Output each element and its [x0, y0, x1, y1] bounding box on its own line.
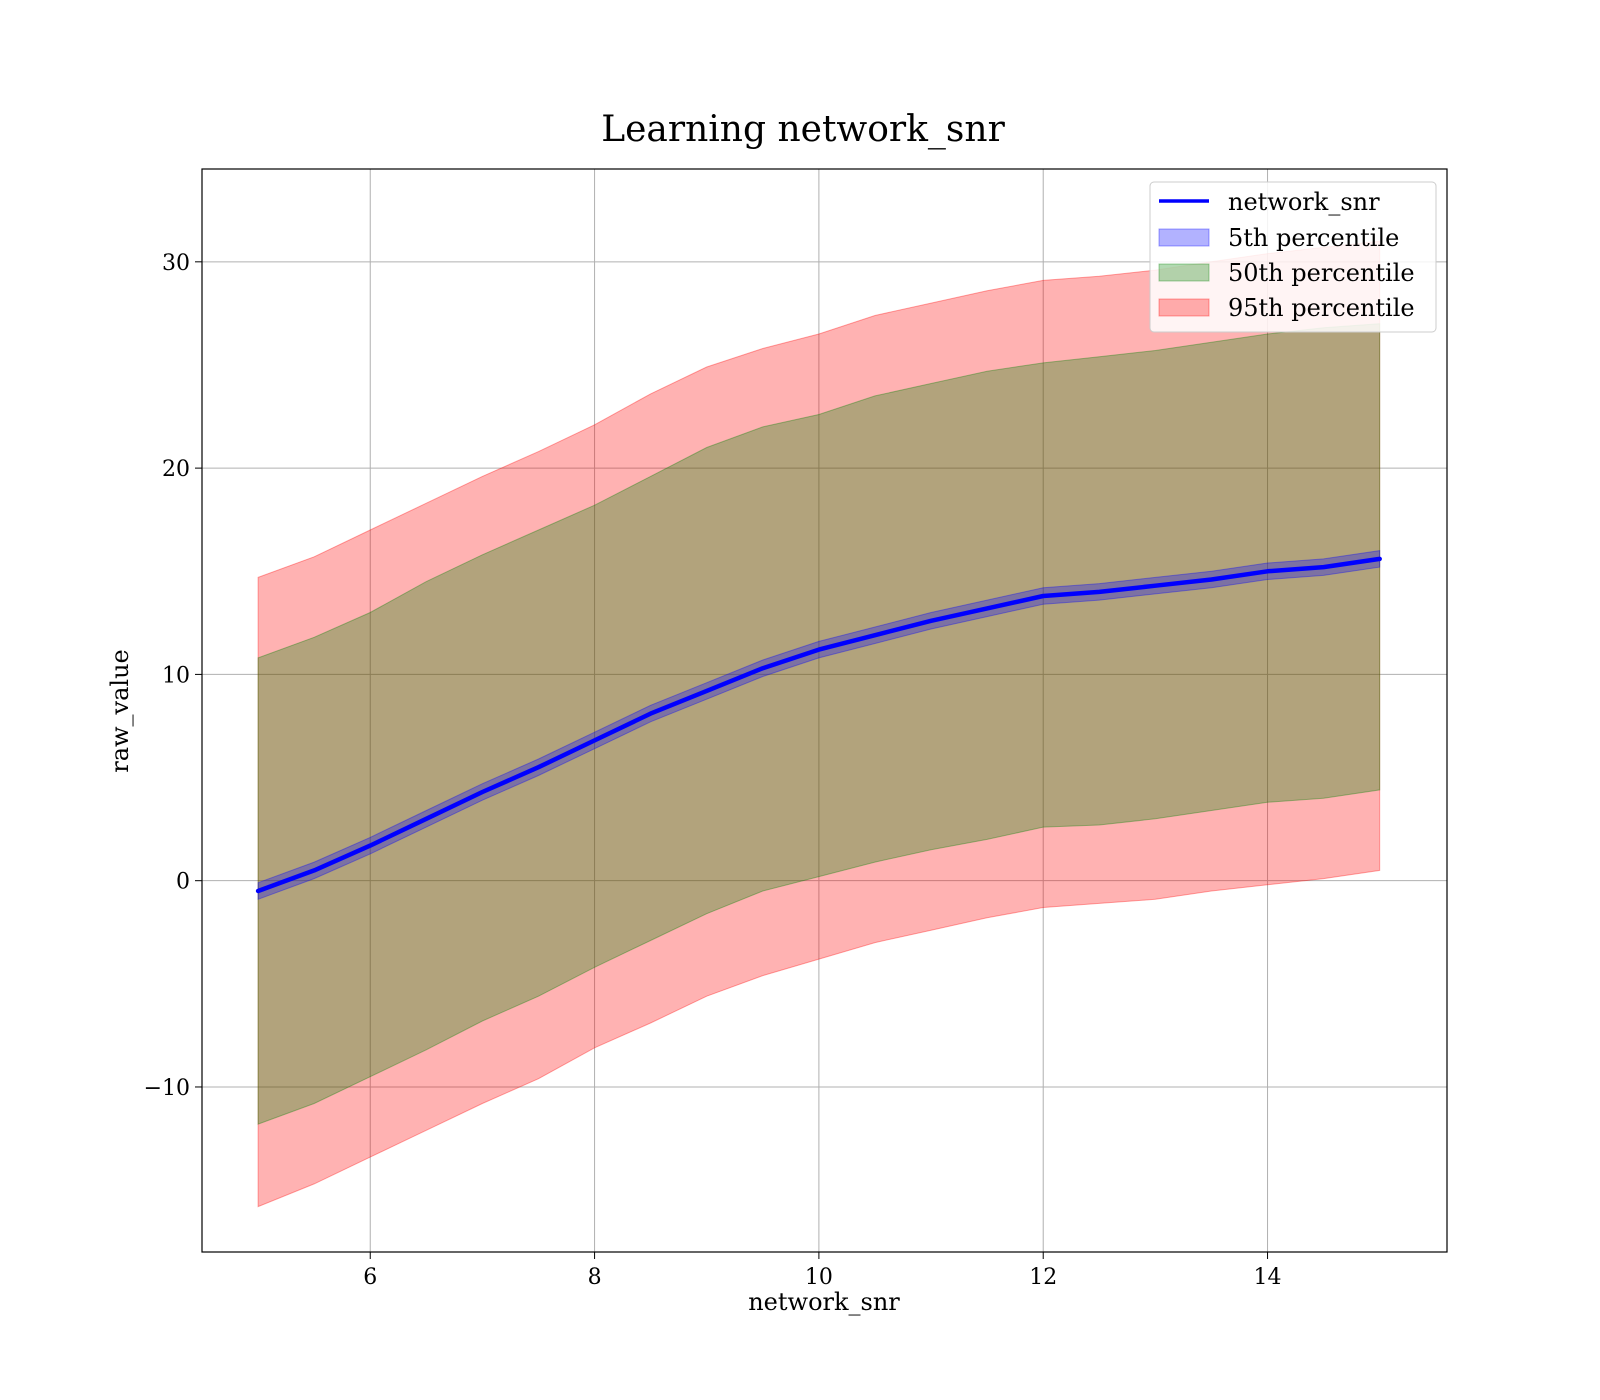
y-axis-ticks: −10 0 10 20 30	[144, 251, 202, 1101]
band-95th-percentile	[257, 240, 1381, 1208]
x-tick-label: 14	[1254, 1265, 1282, 1290]
y-tick-label: −10	[144, 1076, 190, 1101]
percentile-bands	[257, 240, 1381, 1208]
x-tick-label: 10	[805, 1265, 833, 1290]
x-axis-label: network_snr	[748, 1288, 900, 1316]
x-tick-label: 6	[363, 1265, 377, 1290]
legend-label-95th-percentile: 95th percentile	[1228, 294, 1415, 322]
y-axis-label: raw_value	[106, 649, 134, 773]
y-tick-label: 30	[162, 251, 190, 276]
legend-label-5th-percentile: 5th percentile	[1228, 224, 1399, 252]
legend-swatch-5th-percentile	[1158, 228, 1210, 247]
y-tick-label: 0	[176, 870, 190, 895]
legend-swatch-95th-percentile	[1158, 298, 1210, 317]
legend-label-network-snr: network_snr	[1228, 188, 1380, 216]
legend-label-50th-percentile: 50th percentile	[1228, 259, 1415, 287]
x-axis-ticks: 6 8 10 12 14	[363, 1252, 1282, 1290]
y-tick-label: 20	[162, 457, 190, 482]
band-5th-percentile	[257, 550, 1381, 901]
x-tick-label: 8	[588, 1265, 602, 1290]
plot-frame	[201, 168, 1448, 1253]
legend: network_snr 5th percentile 50th percenti…	[1149, 181, 1437, 333]
x-tick-label: 12	[1029, 1265, 1057, 1290]
legend-box	[1149, 181, 1437, 333]
chart-title: Learning network_snr	[601, 109, 1005, 150]
series-lines	[255, 556, 1382, 894]
line-network-snr	[255, 556, 1382, 894]
legend-swatch-50th-percentile	[1158, 263, 1210, 282]
band-50th-percentile	[257, 323, 1381, 1125]
y-tick-label: 10	[162, 663, 190, 688]
